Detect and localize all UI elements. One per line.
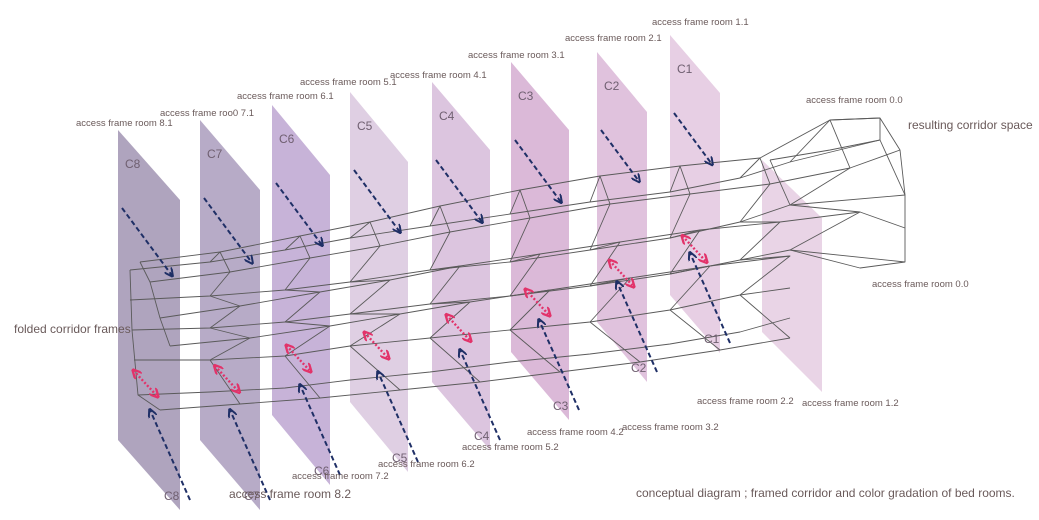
access-label-8-1: access frame room 8.1 [76,118,173,129]
frame-panel-c8 [118,130,180,510]
access-label-5-2: access frame room 5.2 [462,442,559,453]
access-arrow-out-c8 [150,410,191,501]
frame-top-label-c5: C5 [357,119,373,133]
access-arrow-in-c1 [673,112,712,164]
access-label-3-2: access frame room 3.2 [622,422,719,433]
access-arrow-in-c4 [435,159,482,222]
frame-bottom-label-c6: C6 [314,464,330,478]
access-arrow-out-c1 [690,253,731,344]
access-label-0-0-top: access frame room 0.0 [806,95,903,106]
access-label-3-1: access frame room 3.1 [468,50,565,61]
resulting-corridor-space-label: resulting corridor space [908,118,1033,132]
access-arrow-out-c6 [300,385,341,476]
access-label-1-2: access frame room 1.2 [802,398,899,409]
diagram-caption: conceptual diagram ; framed corridor and… [636,486,1015,500]
access-label-5-1: access frame room 5.1 [300,77,397,88]
access-arrows [121,112,731,501]
access-arrow-in-c6 [275,182,322,245]
frame-panel-c3 [511,62,569,420]
access-arrow-in-c7 [203,197,252,263]
frame-top-label-c8: C8 [125,157,141,171]
access-label-6-1: access frame room 6.1 [237,91,334,102]
access-arrow-in-c3 [514,139,561,202]
access-label-8-2: access frame room 8.2 [229,487,351,501]
access-arrow-out-c4 [460,350,501,441]
bed-room-arrow-c2 [610,261,634,287]
frame-panel-c1-lower [762,160,822,392]
frame-top-label-c1: C1 [677,62,693,76]
access-arrow-out-c5 [378,372,419,463]
frame-panel-c1 [670,35,720,353]
frame-bottom-label-c8: C8 [164,489,180,503]
access-arrow-in-c5 [353,169,400,232]
bed-room-arrow-c3 [526,290,550,316]
access-arrow-out-c7 [230,410,271,501]
frame-top-label-c2: C2 [604,79,620,93]
access-arrow-out-c2 [617,282,658,373]
access-labels-bottom: access frame room 1.2 access frame room … [229,396,899,501]
access-labels-top: access frame room 1.1 access frame room … [76,17,749,129]
bed-room-arrow-c4 [447,315,471,341]
bed-room-arrow-c5 [365,333,389,359]
frame-bottom-label-c2: C2 [631,361,647,375]
bed-room-arrow-c7 [215,366,239,392]
frame-bottom-label-c5: C5 [392,451,408,465]
access-label-0-0-right: access frame room 0.0 [872,279,969,290]
frame-top-label-c7: C7 [207,147,223,161]
access-label-7-1: access frame roo0 7.1 [160,108,254,119]
access-label-2-2: access frame room 2.2 [697,396,794,407]
access-label-4-2: access frame room 4.2 [527,427,624,438]
frame-bottom-label-c7: C7 [244,489,260,503]
frame-top-label-c6: C6 [279,132,295,146]
bed-room-arrow-c8 [134,371,158,397]
access-arrow-in-c8 [121,207,172,276]
frame-labels: C1 C1 C2 C2 C3 C3 C4 C4 C5 C5 C6 C6 C7 C7 C8 C8 [125,62,720,503]
frame-top-label-c4: C4 [439,109,455,123]
frame-panel-c7 [200,120,260,510]
folded-corridor-frames-label: folded corridor frames [14,322,131,336]
corridor-wireframe [129,117,906,411]
frame-panel-c2 [597,52,647,382]
frame-bottom-label-c3: C3 [553,399,569,413]
access-label-6-2: access frame room 6.2 [378,459,475,470]
bed-room-arrow-c1 [683,236,707,262]
access-label-4-1: access frame room 4.1 [390,70,487,81]
access-label-1-1: access frame room 1.1 [652,17,749,28]
access-label-2-1: access frame room 2.1 [565,33,662,44]
frame-top-label-c3: C3 [518,89,534,103]
access-label-7-2: access frame room 7.2 [292,471,389,482]
frame-bottom-label-c4: C4 [474,429,490,443]
access-arrow-out-c3 [539,320,580,411]
access-arrow-in-c2 [600,129,639,181]
bed-room-arrow-c6 [287,346,311,372]
frame-bottom-label-c1: C1 [704,332,720,346]
